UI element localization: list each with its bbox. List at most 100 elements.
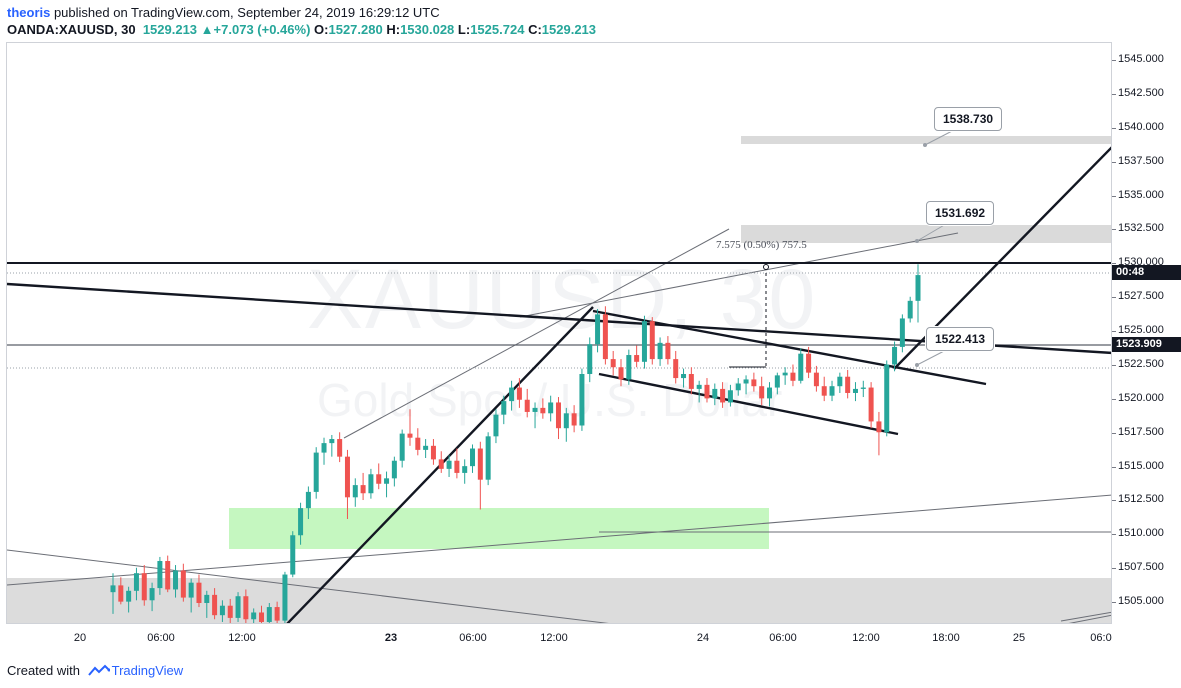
- candle-down: [141, 573, 147, 601]
- chart-pane[interactable]: XAUUSD, 30 Gold Spot / U.S. Dollar: [6, 42, 1112, 624]
- candle-down: [688, 374, 694, 389]
- price-chart[interactable]: [7, 43, 1112, 624]
- price-tick-label: 1520.000: [1112, 391, 1164, 404]
- time-tick-label: 24: [696, 632, 710, 644]
- candle-up: [727, 390, 733, 403]
- candle-up: [915, 275, 921, 301]
- candle-up: [290, 535, 296, 575]
- price-axis[interactable]: 1545.000 1542.500 1540.000 1537.500 1535.000…: [1112, 42, 1181, 624]
- resistance-zone-gray: [741, 225, 1111, 243]
- time-tick-label: 06:00: [459, 632, 487, 644]
- candle-up: [829, 386, 835, 396]
- candle-up: [149, 588, 155, 601]
- candle-down: [196, 582, 202, 603]
- candle-up: [696, 384, 702, 389]
- measure-anchor: [763, 264, 769, 270]
- created-with-text: Created with: [7, 663, 80, 678]
- symbol-label[interactable]: OANDA:XAUUSD, 30: [7, 22, 136, 37]
- candle-up: [548, 402, 554, 414]
- candle-up: [743, 379, 749, 384]
- publish-info: theoris published on TradingView.com, Se…: [7, 5, 440, 20]
- callout-anchor-3: [915, 363, 919, 367]
- candle-up: [133, 573, 139, 591]
- candle-up: [219, 605, 225, 616]
- candle-up: [384, 478, 390, 484]
- candle-down: [790, 372, 796, 381]
- candle-up: [446, 460, 452, 469]
- candle-up: [251, 612, 257, 620]
- candle-down: [649, 321, 655, 360]
- author-link[interactable]: theoris: [7, 5, 51, 20]
- candle-down: [360, 485, 366, 494]
- descending-trendline-thin: [7, 549, 609, 623]
- tradingview-brand-link[interactable]: TradingView: [111, 663, 184, 678]
- candle-down: [180, 570, 186, 598]
- price-tick-label: 1517.500: [1112, 425, 1164, 438]
- price-tick-label: 1515.000: [1112, 459, 1164, 472]
- candle-up: [368, 474, 374, 494]
- price-tick-label: 1507.500: [1112, 561, 1164, 574]
- candle-up: [712, 388, 718, 399]
- callout-pointer-2: [916, 223, 947, 242]
- flag-lower-line: [598, 372, 899, 436]
- level-price-tag: 1523.909: [1112, 337, 1181, 352]
- time-axis[interactable]: 20 06:00 12:00 23 06:00 12:00 24 06:00 12:00 18:0…: [6, 624, 1112, 648]
- time-tick-label: 25: [1012, 632, 1026, 644]
- candle-down: [415, 437, 421, 450]
- candle-up: [641, 321, 647, 362]
- candle-down: [227, 605, 233, 618]
- candle-up: [352, 485, 358, 498]
- candle-up: [899, 318, 905, 347]
- candle-up: [626, 355, 632, 380]
- price-callout-1538[interactable]: 1538.730: [934, 107, 1003, 131]
- candle-up: [852, 388, 858, 393]
- countdown-tag: 00:48: [1112, 265, 1181, 280]
- candle-up: [485, 436, 491, 480]
- candle-up: [157, 560, 163, 589]
- price-callout-1522[interactable]: 1522.413: [926, 327, 995, 351]
- candle-up: [735, 383, 741, 391]
- candle-up: [681, 374, 687, 379]
- candle-down: [602, 314, 608, 360]
- candle-up: [266, 607, 272, 622]
- high-value: 1530.028: [400, 22, 455, 37]
- candle-up: [110, 585, 116, 593]
- demand-zone-green: [229, 508, 769, 549]
- candle-down: [634, 355, 640, 362]
- candle-down: [673, 359, 679, 379]
- candle-up: [884, 364, 890, 433]
- measure-label: 7.575 (0.50%) 757.5: [716, 239, 807, 251]
- time-tick-label: 06:00: [769, 632, 797, 644]
- price-tick-label: 1512.500: [1112, 493, 1164, 506]
- candle-up: [298, 508, 304, 536]
- candle-down: [868, 387, 874, 422]
- candle-up: [837, 376, 843, 387]
- time-tick-label: 06:0: [1090, 632, 1112, 644]
- time-tick-label: 23: [384, 632, 398, 644]
- price-tick-label: 1532.500: [1112, 222, 1164, 235]
- close-label: C:: [528, 22, 542, 37]
- candle-up: [657, 342, 663, 360]
- price-tick-label: 1510.000: [1112, 527, 1164, 540]
- up-arrow-icon: ▲: [200, 22, 214, 37]
- candle-up: [305, 491, 311, 509]
- symbol-info-bar: OANDA:XAUUSD, 30 1529.213 ▲+7.073 (+0.46…: [7, 22, 596, 37]
- candle-up: [579, 374, 585, 426]
- price-tick-label: 1537.500: [1112, 154, 1164, 167]
- published-text: published on TradingView.com, September …: [50, 5, 440, 20]
- candle-down: [845, 376, 851, 393]
- candle-down: [704, 384, 710, 399]
- candle-down: [876, 421, 882, 433]
- candle-up: [860, 387, 866, 389]
- candle-down: [274, 607, 280, 621]
- candle-down: [407, 433, 413, 438]
- price-callout-1531[interactable]: 1531.692: [926, 201, 995, 225]
- time-tick-label: 20: [73, 632, 87, 644]
- candle-down: [165, 560, 171, 590]
- candle-down: [806, 353, 812, 373]
- candle-up: [798, 353, 804, 381]
- candle-down: [571, 413, 577, 426]
- price-tick-label: 1545.000: [1112, 53, 1164, 65]
- candle-down: [720, 388, 726, 403]
- close-value: 1529.213: [541, 22, 597, 37]
